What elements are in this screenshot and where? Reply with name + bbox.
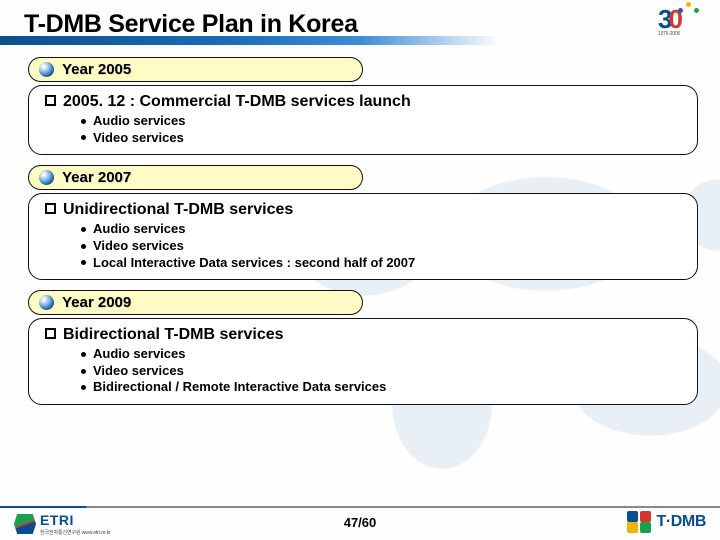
heading-row: 2005. 12 : Commercial T-DMB services lau… — [45, 92, 681, 111]
etri-subtext: 한국전자통신연구원 www.etri.re.kr — [40, 529, 111, 536]
list-item: Audio services — [81, 221, 681, 238]
tdmb-logo: T·DMB — [627, 511, 706, 533]
dot-icon — [81, 369, 86, 374]
etri-logo: ETRI 한국전자통신연구원 www.etri.re.kr — [14, 512, 111, 536]
dot-icon — [81, 135, 86, 140]
tdmb-mark-icon — [627, 511, 651, 533]
year-pill-2007: Year 2007 — [28, 165, 363, 190]
list-item: Bidirectional / Remote Interactive Data … — [81, 379, 681, 396]
square-bullet-icon — [45, 328, 56, 339]
bullet-list: Audio services Video services Local Inte… — [45, 221, 681, 271]
etri-text: ETRI — [40, 512, 74, 528]
square-bullet-icon — [45, 203, 56, 214]
dot-icon — [81, 244, 86, 249]
section-heading: Unidirectional T-DMB services — [63, 201, 293, 219]
dot-icon — [81, 227, 86, 232]
etri-mark-icon — [14, 514, 36, 534]
year-label: Year 2009 — [62, 294, 131, 311]
footer: ETRI 한국전자통신연구원 www.etri.re.kr 47/60 T·DM… — [0, 506, 720, 540]
list-item: Audio services — [81, 113, 681, 130]
year-label: Year 2005 — [62, 61, 131, 78]
year-label: Year 2007 — [62, 169, 131, 186]
dot-icon — [81, 260, 86, 265]
title-bar: T-DMB Service Plan in Korea — [0, 0, 720, 39]
list-item: Local Interactive Data services : second… — [81, 255, 681, 272]
section-heading: Bidirectional T-DMB services — [63, 326, 284, 344]
detail-box-2007: Unidirectional T-DMB services Audio serv… — [28, 193, 698, 280]
footer-divider — [0, 506, 720, 508]
list-item: Video services — [81, 238, 681, 255]
detail-box-2009: Bidirectional T-DMB services Audio servi… — [28, 318, 698, 405]
heading-row: Bidirectional T-DMB services — [45, 325, 681, 344]
dot-icon — [81, 352, 86, 357]
list-item: Video services — [81, 130, 681, 147]
bullet-ball-icon — [39, 295, 54, 310]
tdmb-text: T·DMB — [656, 513, 706, 531]
square-bullet-icon — [45, 95, 56, 106]
bullet-list: Audio services Video services — [45, 113, 681, 146]
page-title: T-DMB Service Plan in Korea — [24, 10, 720, 39]
dot-icon — [81, 119, 86, 124]
heading-row: Unidirectional T-DMB services — [45, 200, 681, 219]
bullet-list: Audio services Video services Bidirectio… — [45, 346, 681, 396]
dot-icon — [81, 385, 86, 390]
list-item: Audio services — [81, 346, 681, 363]
content-area: Year 2005 2005. 12 : Commercial T-DMB se… — [0, 39, 720, 405]
bullet-ball-icon — [39, 170, 54, 185]
year-pill-2005: Year 2005 — [28, 57, 363, 82]
bullet-ball-icon — [39, 62, 54, 77]
list-item: Video services — [81, 363, 681, 380]
section-heading: 2005. 12 : Commercial T-DMB services lau… — [63, 93, 411, 111]
year-pill-2009: Year 2009 — [28, 290, 363, 315]
detail-box-2005: 2005. 12 : Commercial T-DMB services lau… — [28, 85, 698, 155]
page-number: 47/60 — [344, 515, 377, 530]
